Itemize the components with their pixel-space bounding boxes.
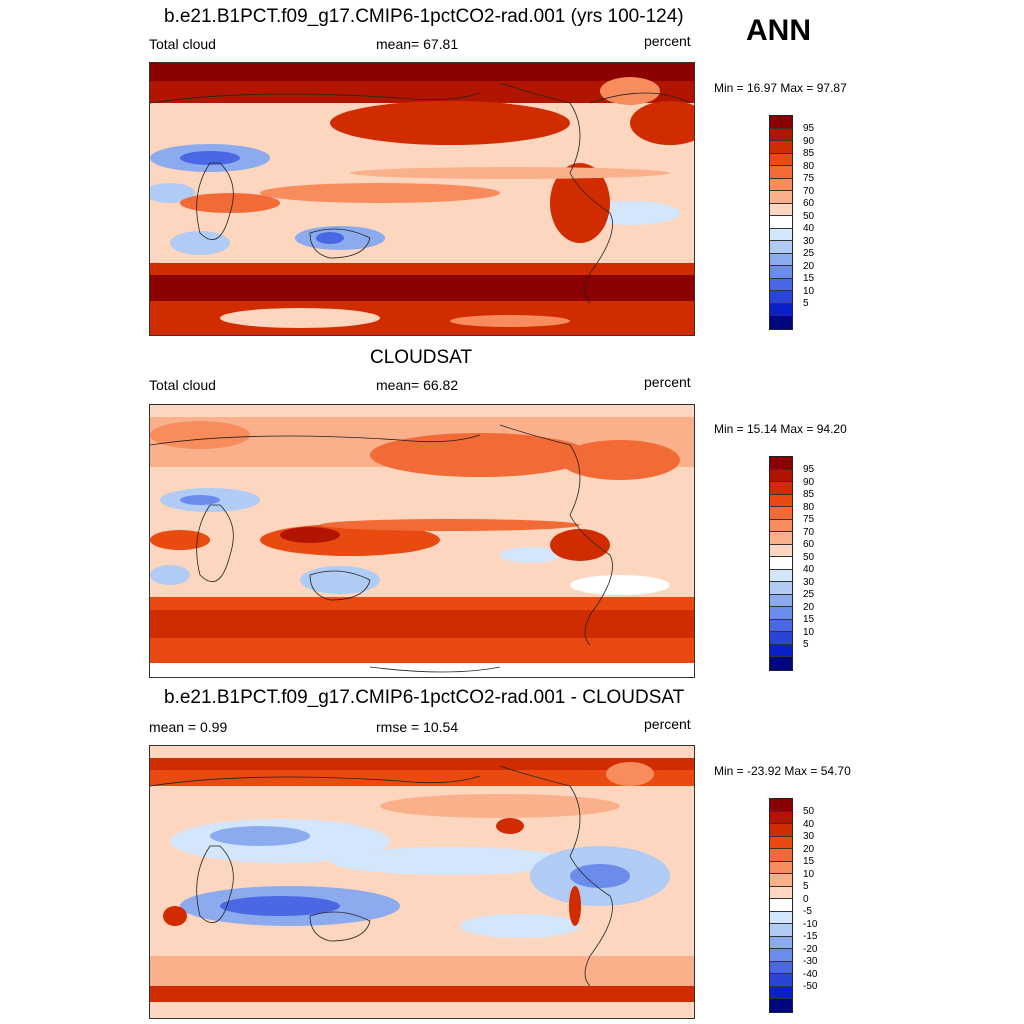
colorbar-tick: 90 <box>803 477 815 488</box>
colorbar-tick: 50 <box>803 211 815 222</box>
colorbar-tick: -40 <box>803 969 818 980</box>
colorbar-tick: 5 <box>803 639 809 650</box>
panel1-left-label: Total cloud <box>149 36 216 52</box>
panel1-map-field <box>150 63 694 335</box>
panel1-minmax: Min = 16.97 Max = 97.87 <box>714 81 847 95</box>
panel1-title: b.e21.B1PCT.f09_g17.CMIP6-1pctCO2-rad.00… <box>164 6 684 27</box>
colorbar-tick: 10 <box>803 627 815 638</box>
colorbar-tick: 75 <box>803 173 815 184</box>
colorbar-tick: 95 <box>803 123 815 134</box>
panel1-units: percent <box>644 33 691 49</box>
panel3-rmse: rmse = 10.54 <box>376 719 459 735</box>
panel3-mean: mean = 0.99 <box>149 719 228 735</box>
panel3-map-field <box>150 746 694 1018</box>
panel2-minmax: Min = 15.14 Max = 94.20 <box>714 422 847 436</box>
colorbar-tick: 50 <box>803 552 815 563</box>
panel3-units: percent <box>644 716 691 732</box>
panel2-left-label: Total cloud <box>149 377 216 393</box>
colorbar-tick: 40 <box>803 223 815 234</box>
colorbar-tick: 30 <box>803 831 815 842</box>
panel3-colorbar <box>769 798 793 1013</box>
colorbar-tick: -5 <box>803 906 812 917</box>
panel3-map <box>149 745 695 1019</box>
panel2-mean: mean= 66.82 <box>376 377 459 393</box>
colorbar-tick: 40 <box>803 564 815 575</box>
panel1-colorbar <box>769 115 793 330</box>
panel3-title: b.e21.B1PCT.f09_g17.CMIP6-1pctCO2-rad.00… <box>164 687 685 708</box>
colorbar-tick: 5 <box>803 298 809 309</box>
panel2-map <box>149 404 695 678</box>
colorbar-tick: 10 <box>803 286 815 297</box>
colorbar-tick: 80 <box>803 502 815 513</box>
colorbar-tick: 10 <box>803 869 815 880</box>
colorbar-tick: 75 <box>803 514 815 525</box>
colorbar-tick: 60 <box>803 198 815 209</box>
colorbar-tick: 80 <box>803 161 815 172</box>
colorbar-tick: 20 <box>803 261 815 272</box>
colorbar-tick: 25 <box>803 248 815 259</box>
colorbar-tick: 20 <box>803 602 815 613</box>
colorbar-tick: 70 <box>803 527 815 538</box>
colorbar-tick: 70 <box>803 186 815 197</box>
colorbar-tick: 15 <box>803 273 815 284</box>
colorbar-tick: -50 <box>803 981 818 992</box>
colorbar-tick: -15 <box>803 931 818 942</box>
panel1-map <box>149 62 695 336</box>
colorbar-tick: 30 <box>803 236 815 247</box>
colorbar-tick: 5 <box>803 881 809 892</box>
colorbar-tick: 15 <box>803 856 815 867</box>
colorbar-tick: 20 <box>803 844 815 855</box>
colorbar-tick: 90 <box>803 136 815 147</box>
colorbar-tick: 40 <box>803 819 815 830</box>
colorbar-tick: 50 <box>803 806 815 817</box>
panel1-mean: mean= 67.81 <box>376 36 459 52</box>
colorbar-tick: 85 <box>803 489 815 500</box>
colorbar-tick: -10 <box>803 919 818 930</box>
season-label: ANN <box>746 14 811 47</box>
colorbar-tick: 0 <box>803 894 809 905</box>
colorbar-tick: 30 <box>803 577 815 588</box>
colorbar-tick: 95 <box>803 464 815 475</box>
colorbar-tick: 60 <box>803 539 815 550</box>
colorbar-tick: -30 <box>803 956 818 967</box>
colorbar-tick: 25 <box>803 589 815 600</box>
colorbar-tick: -20 <box>803 944 818 955</box>
panel2-title: CLOUDSAT <box>370 347 473 368</box>
colorbar-tick: 85 <box>803 148 815 159</box>
colorbar-tick: 15 <box>803 614 815 625</box>
panel2-units: percent <box>644 374 691 390</box>
panel2-colorbar <box>769 456 793 671</box>
panel3-minmax: Min = -23.92 Max = 54.70 <box>714 764 851 778</box>
panel2-map-field <box>150 405 694 677</box>
